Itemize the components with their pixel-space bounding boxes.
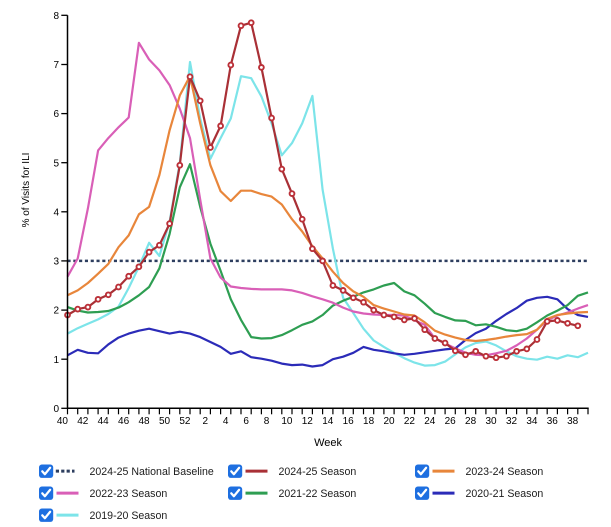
svg-text:5: 5 [53, 158, 59, 169]
svg-text:2021-22 Season: 2021-22 Season [279, 488, 357, 500]
svg-text:28: 28 [465, 416, 477, 427]
svg-text:22: 22 [404, 416, 416, 427]
svg-text:42: 42 [77, 416, 89, 427]
svg-text:32: 32 [506, 416, 518, 427]
svg-text:14: 14 [322, 416, 334, 427]
svg-text:38: 38 [567, 416, 579, 427]
svg-text:1: 1 [53, 355, 59, 366]
svg-text:48: 48 [138, 416, 150, 427]
svg-text:0: 0 [53, 404, 59, 415]
svg-text:16: 16 [343, 416, 355, 427]
svg-text:26: 26 [445, 416, 457, 427]
svg-text:2024-25 National Baseline: 2024-25 National Baseline [90, 466, 214, 478]
svg-text:2020-21 Season: 2020-21 Season [466, 488, 544, 500]
svg-text:40: 40 [57, 416, 69, 427]
svg-text:% of Visits for ILI: % of Visits for ILI [21, 153, 32, 228]
svg-text:10: 10 [281, 416, 293, 427]
svg-text:12: 12 [302, 416, 314, 427]
svg-text:3: 3 [53, 257, 59, 268]
svg-text:8: 8 [53, 11, 59, 22]
svg-text:18: 18 [363, 416, 375, 427]
svg-text:2: 2 [53, 306, 59, 317]
svg-text:7: 7 [53, 60, 59, 71]
svg-text:44: 44 [98, 416, 110, 427]
svg-text:2022-23 Season: 2022-23 Season [90, 488, 168, 500]
svg-text:2: 2 [203, 416, 209, 427]
svg-text:2023-24 Season: 2023-24 Season [466, 466, 544, 478]
svg-text:34: 34 [526, 416, 538, 427]
svg-text:4: 4 [53, 207, 59, 218]
svg-text:Week: Week [314, 437, 342, 449]
svg-text:6: 6 [243, 416, 249, 427]
svg-text:46: 46 [118, 416, 130, 427]
svg-text:8: 8 [264, 416, 270, 427]
svg-text:50: 50 [159, 416, 171, 427]
svg-text:6: 6 [53, 109, 59, 120]
svg-text:4: 4 [223, 416, 229, 427]
svg-text:24: 24 [424, 416, 436, 427]
svg-text:52: 52 [179, 416, 191, 427]
svg-text:2024-25 Season: 2024-25 Season [279, 466, 357, 478]
svg-text:20: 20 [383, 416, 395, 427]
svg-text:30: 30 [485, 416, 497, 427]
svg-text:2019-20 Season: 2019-20 Season [90, 510, 168, 522]
svg-text:36: 36 [547, 416, 559, 427]
